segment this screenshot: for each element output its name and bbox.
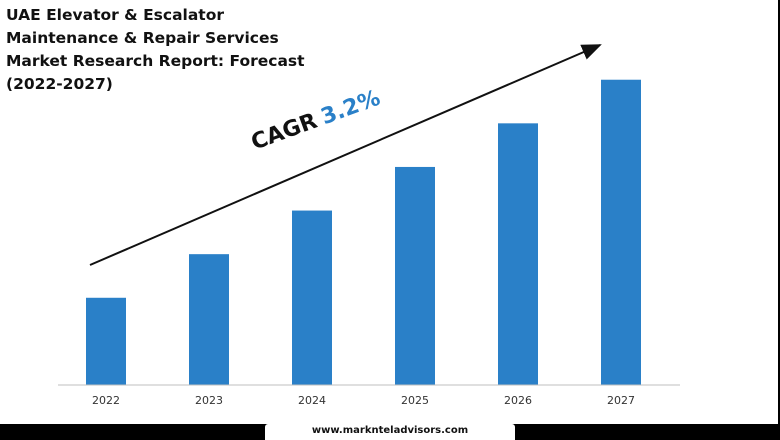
bar-2026 [498, 123, 538, 385]
bar-2027 [601, 79, 641, 385]
x-tick-label-2024: 2024 [298, 394, 326, 407]
bar-2022 [86, 297, 126, 385]
x-tick-label-2026: 2026 [504, 394, 532, 407]
title-line-2: Maintenance & Repair Services [6, 29, 279, 47]
chart-title: UAE Elevator & Escalator Maintenance & R… [6, 4, 336, 96]
footer-website: www.marknteladvisors.com [311, 425, 469, 436]
x-tick-label-2025: 2025 [401, 394, 429, 407]
title-line-1: UAE Elevator & Escalator [6, 6, 225, 24]
bars-group [86, 79, 641, 385]
trend-arrow [89, 44, 602, 266]
title-line-4: (2022-2027) [6, 75, 113, 93]
bar-2023 [189, 254, 229, 385]
x-tick-label-2022: 2022 [92, 394, 120, 407]
x-tick-labels: 2022 2023 2024 2025 2026 2027 [92, 394, 635, 407]
bar-2025 [395, 166, 435, 385]
title-line-3: Market Research Report: Forecast [6, 52, 305, 70]
bar-2024 [292, 210, 332, 385]
x-tick-label-2027: 2027 [607, 394, 635, 407]
footer-label-box [265, 424, 515, 440]
x-tick-label-2023: 2023 [195, 394, 223, 407]
